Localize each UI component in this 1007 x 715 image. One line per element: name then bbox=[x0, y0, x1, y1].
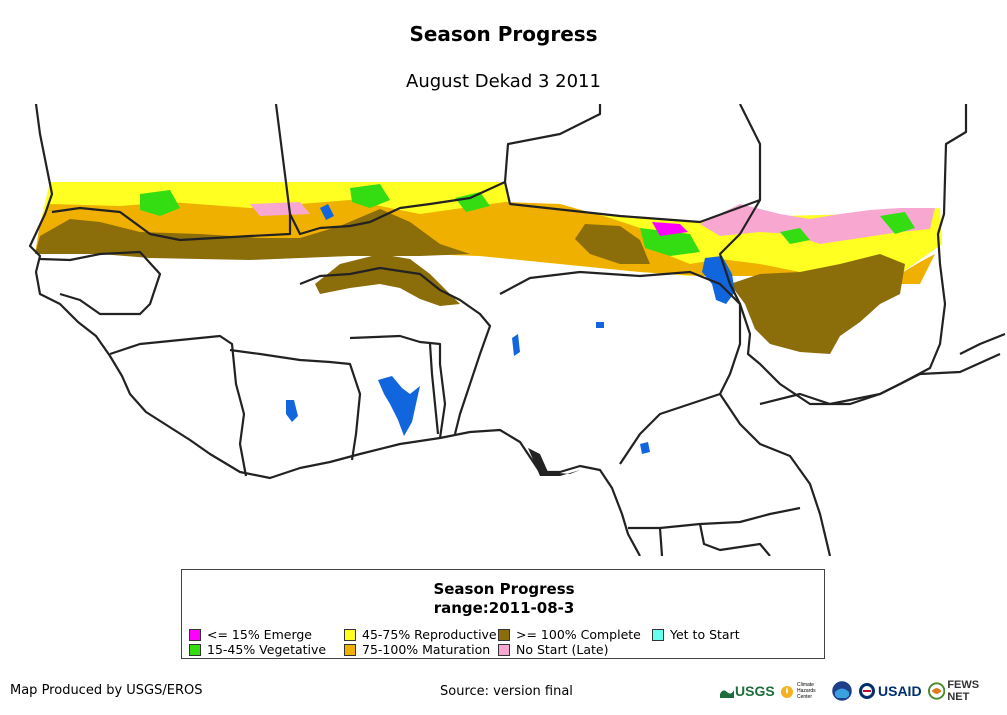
zone-vegetative-5 bbox=[880, 212, 915, 234]
legend-box: Season Progress range:2011-08-3 <= 15% E… bbox=[181, 569, 825, 659]
swatch-yet-to-start bbox=[652, 629, 664, 641]
inner-niger-delta bbox=[320, 204, 334, 220]
produced-by-text: Map Produced by USGS/EROS bbox=[10, 683, 203, 698]
border-cotedivoire bbox=[229, 348, 362, 461]
zone-complete-4 bbox=[730, 254, 905, 354]
fews-globe-icon bbox=[928, 682, 946, 700]
swatch-maturation bbox=[344, 644, 356, 656]
legend-item-reproductive: 45-75% Reproductive bbox=[344, 627, 497, 642]
border-nigeria bbox=[499, 270, 742, 465]
border-gabon bbox=[628, 506, 801, 530]
border-sudan-east bbox=[959, 332, 1006, 355]
border-mauritania bbox=[51, 104, 292, 242]
zone-vegetative-3 bbox=[640, 228, 700, 256]
border-guinea bbox=[109, 334, 248, 477]
zone-vegetative-2 bbox=[350, 184, 390, 208]
border-ghana bbox=[349, 334, 447, 439]
zone-vegetative bbox=[140, 190, 180, 216]
legend-item-maturation: 75-100% Maturation bbox=[344, 642, 490, 657]
fews-net-logo: FEWS NET bbox=[928, 677, 1002, 705]
coastline bbox=[28, 104, 641, 556]
map-title: Season Progress bbox=[409, 22, 598, 46]
legend-item-no-start: No Start (Late) bbox=[498, 642, 608, 657]
niger-delta-coast bbox=[528, 448, 580, 476]
swatch-vegetative bbox=[189, 644, 201, 656]
zone-complete bbox=[35, 209, 470, 260]
zone-no-start-2 bbox=[250, 202, 310, 216]
zone-vegetative-6 bbox=[455, 192, 490, 212]
border-cameroon bbox=[719, 393, 832, 556]
border-car bbox=[759, 352, 1001, 406]
zone-complete-3 bbox=[575, 224, 650, 264]
border-chad-sudan bbox=[718, 104, 968, 406]
zone-complete-2 bbox=[315, 254, 460, 306]
border-togo-benin bbox=[428, 343, 440, 435]
usgs-logo: USGS bbox=[720, 677, 775, 705]
zone-vegetative-4 bbox=[780, 228, 810, 244]
legend-range: range:2011-08-3 bbox=[433, 599, 575, 617]
lake-volta bbox=[378, 376, 420, 436]
zone-no-start bbox=[700, 204, 935, 244]
legend-item-complete: >= 100% Complete bbox=[498, 627, 641, 642]
swatch-emerge bbox=[189, 629, 201, 641]
legend-item-yet-to-start: Yet to Start bbox=[652, 627, 740, 642]
border-burkina bbox=[299, 266, 492, 435]
swatch-complete bbox=[498, 629, 510, 641]
border-mali-niger bbox=[289, 104, 602, 236]
usgs-wave-icon bbox=[720, 690, 734, 698]
legend-item-vegetative: 15-45% Vegetative bbox=[189, 642, 326, 657]
lagdo bbox=[640, 442, 650, 454]
border-senegal bbox=[39, 250, 162, 316]
legend-title: Season Progress bbox=[433, 580, 575, 598]
usaid-seal-icon bbox=[859, 683, 875, 699]
map-subtitle: August Dekad 3 2011 bbox=[406, 71, 601, 92]
season-progress-map bbox=[28, 104, 1006, 556]
partner-logos: USGS Climate Hazards Center USAID FEWS N… bbox=[720, 677, 1002, 705]
reservoir bbox=[286, 400, 298, 422]
source-text: Source: version final bbox=[440, 684, 573, 699]
raindrop-icon bbox=[781, 686, 793, 698]
border-niger-chad bbox=[503, 104, 762, 224]
country-borders bbox=[28, 104, 1006, 556]
kainji-lake bbox=[512, 334, 520, 356]
border-congo bbox=[698, 523, 771, 556]
swatch-reproductive bbox=[344, 629, 356, 641]
border-gabon-2 bbox=[658, 527, 664, 556]
noaa-logo bbox=[832, 677, 852, 705]
climate-hazards-logo: Climate Hazards Center bbox=[780, 677, 827, 705]
lake-kossou bbox=[596, 322, 604, 328]
legend-item-emerge: <= 15% Emerge bbox=[189, 627, 312, 642]
swatch-no-start bbox=[498, 644, 510, 656]
zone-emerge bbox=[652, 222, 688, 236]
water-bodies bbox=[286, 204, 735, 454]
usaid-logo: USAID bbox=[858, 677, 922, 705]
noaa-emblem-icon bbox=[832, 681, 852, 701]
